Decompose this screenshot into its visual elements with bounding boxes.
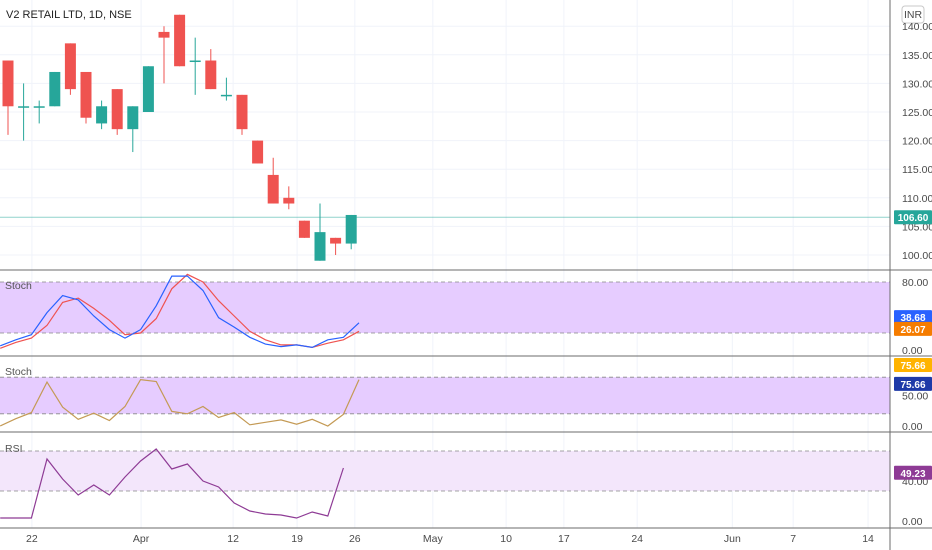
stoch-1-title: Stoch <box>5 280 32 292</box>
indicator-tick-label: 80.00 <box>902 277 928 289</box>
currency-label: INR <box>904 9 923 21</box>
stoch-2-value-badge-1-text: 75.66 <box>900 361 925 372</box>
stoch-2-value-badge-2 <box>894 376 932 391</box>
price-tick-label: 125.00 <box>902 107 932 119</box>
indicator-tick-label: 50.00 <box>902 391 928 403</box>
rsi-title: RSI <box>5 443 23 455</box>
indicator-tick-label: 0.00 <box>902 516 923 528</box>
x-tick-label: May <box>423 533 444 545</box>
price-tick-label: 100.00 <box>902 250 932 262</box>
symbol-title: V2 RETAIL LTD, 1D, NSE <box>6 9 132 21</box>
x-tick-label: 24 <box>631 533 643 545</box>
candle-body <box>33 106 45 108</box>
candle-body <box>220 94 232 97</box>
x-tick-label: Jun <box>724 533 741 545</box>
stoch-1-k-line <box>0 275 360 349</box>
stoch-2-value-badge-1 <box>894 358 932 372</box>
indicator-tick-label: 0.00 <box>902 345 923 357</box>
stoch-1-k-badge <box>894 310 932 325</box>
candle-body <box>49 71 61 107</box>
currency-button[interactable]: INR <box>901 5 925 24</box>
last-price-badge <box>894 210 932 225</box>
price-pane[interactable]: V2 RETAIL LTD, 1D, NSE INR <box>0 5 925 261</box>
candle-body <box>283 197 295 204</box>
stoch-2-band <box>0 377 890 414</box>
x-tick-label: 19 <box>291 533 303 545</box>
candle-body <box>2 60 14 107</box>
candle-body <box>96 106 108 124</box>
time-axis[interactable]: 22 Apr 12 19 26 May 10 17 24 Jun 7 14 <box>26 533 874 545</box>
candle-body <box>174 14 186 67</box>
rsi-band <box>0 451 890 491</box>
stoch-1-k-badge-text: 38.68 <box>900 313 925 324</box>
candle-body <box>80 71 92 118</box>
x-tick-label: 14 <box>862 533 874 545</box>
x-tick-label: 17 <box>558 533 570 545</box>
candle-body <box>314 232 326 261</box>
price-tick-label: 130.00 <box>902 78 932 90</box>
stoch-2-line <box>0 378 360 427</box>
price-tick-label: 140.00 <box>902 21 932 33</box>
x-tick-label: 12 <box>227 533 239 545</box>
candles-group <box>2 14 357 261</box>
stoch-1-d-badge-text: 26.07 <box>900 325 925 336</box>
candle-body <box>330 237 342 244</box>
x-tick-label: Apr <box>133 533 150 545</box>
candle-body <box>142 66 154 112</box>
price-tick-label: 120.00 <box>902 136 932 148</box>
stoch-pane-1[interactable]: Stoch <box>0 273 890 349</box>
candle-body <box>18 106 30 108</box>
candle-body <box>252 140 264 164</box>
x-tick-label: 26 <box>349 533 361 545</box>
grid-lines <box>0 0 890 528</box>
stoch-1-d-badge <box>894 321 932 336</box>
price-tick-label: 105.00 <box>902 221 932 233</box>
x-tick-label: 7 <box>790 533 796 545</box>
candle-body <box>298 220 310 238</box>
candle-body <box>236 94 248 130</box>
price-tick-label: 110.00 <box>902 193 932 205</box>
last-price-badge-text: 106.60 <box>898 213 929 224</box>
candle-body <box>64 43 76 90</box>
x-tick-label: 22 <box>26 533 38 545</box>
candle-body <box>189 60 201 63</box>
candle-body <box>127 106 139 130</box>
candle-body <box>111 89 123 130</box>
stoch-2-title: Stoch <box>5 366 32 378</box>
price-tick-label: 115.00 <box>902 164 932 176</box>
x-tick-label: 10 <box>500 533 512 545</box>
stoch-2-value-badge-2-text: 75.66 <box>900 380 925 391</box>
price-tick-label: 135.00 <box>902 50 932 62</box>
indicator-tick-label: 0.00 <box>902 421 923 433</box>
candle-body <box>158 31 170 38</box>
candle-body <box>345 214 357 244</box>
candle-body <box>267 174 279 204</box>
stoch-pane-2[interactable]: Stoch <box>0 366 890 427</box>
stoch-1-band <box>0 282 890 333</box>
rsi-value-badge-text: 49.23 <box>900 469 925 480</box>
rsi-value-badge <box>894 465 932 480</box>
rsi-line <box>0 448 344 519</box>
price-axis[interactable]: 100.00 105.00 110.00 115.00 120.00 125.00 130.… <box>902 21 932 528</box>
candle-body <box>205 60 217 90</box>
rsi-pane[interactable]: RSI <box>0 443 890 519</box>
